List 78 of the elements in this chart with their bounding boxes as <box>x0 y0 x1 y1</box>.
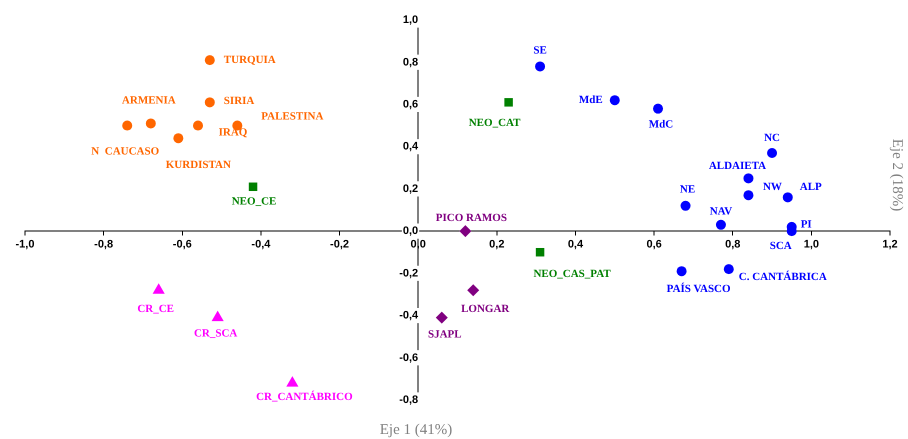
point <box>146 118 156 128</box>
x-axis-title: Eje 1 (41%) <box>380 422 452 438</box>
point <box>193 120 203 131</box>
x-tick-label: 0,4 <box>568 238 584 251</box>
point <box>152 283 165 294</box>
data-label: LONGAR <box>461 303 510 316</box>
data-label: SJAPL <box>428 328 462 341</box>
x-tick-label: 1,0 <box>804 238 820 251</box>
x-tick-label: -1,0 <box>16 238 34 251</box>
point <box>716 220 726 230</box>
data-label: CR_SCA <box>194 328 238 340</box>
point <box>204 55 215 66</box>
point <box>676 266 687 276</box>
point <box>248 182 258 192</box>
data-label: C. CANTÁBRICA <box>738 270 827 283</box>
point <box>536 248 544 256</box>
data-label: NE <box>680 184 696 196</box>
data-label: PICO RAMOS <box>436 212 507 224</box>
x-tick-label: 1,2 <box>882 238 898 251</box>
x-tick-label: 0,6 <box>646 238 662 251</box>
point <box>504 98 513 107</box>
point <box>782 192 793 202</box>
data-label: ALDAIETA <box>708 160 766 172</box>
data-label: IRAQ <box>218 126 248 138</box>
data-label: SCA <box>770 240 792 252</box>
point <box>122 120 132 131</box>
data-label: PAÍS VASCO <box>666 282 731 296</box>
x-tick-label: -0,8 <box>94 238 114 251</box>
point <box>724 264 734 274</box>
data-label: ALP <box>800 181 822 194</box>
y-tick-label: 0,0 <box>402 225 418 238</box>
data-label: PI <box>800 218 812 231</box>
data-label: KURDISTAN <box>166 159 231 172</box>
point <box>535 61 546 72</box>
data-label: CR_CE <box>137 303 174 316</box>
y-tick-label: 0,2 <box>402 182 418 195</box>
data-label: NW <box>762 181 782 194</box>
point <box>610 95 620 106</box>
point <box>212 310 224 322</box>
data-label: PALESTINA <box>261 110 324 122</box>
point <box>286 376 298 387</box>
data-label: NAV <box>710 206 732 218</box>
data-label: NC <box>764 132 780 144</box>
x-tick-label: -0,4 <box>251 238 272 251</box>
data-label: MdE <box>578 94 603 106</box>
y-tick-label: 1,0 <box>402 14 418 26</box>
point <box>467 284 480 296</box>
x-tick-label: -0,6 <box>172 238 192 251</box>
data-label: ARMENIA <box>122 94 176 106</box>
point <box>459 225 472 238</box>
y-tick-label: 0,8 <box>402 56 418 68</box>
data-label: TURQUIA <box>224 54 276 66</box>
data-label: N CAUCASO <box>91 145 160 158</box>
data-label: CR_CANTÁBRICO <box>256 390 354 403</box>
y-tick-label: 0,6 <box>402 98 418 110</box>
y-tick-label: -0,4 <box>399 310 420 322</box>
data-label: NEO_CAS_PAT <box>533 268 612 280</box>
x-tick-label: -0,2 <box>330 238 350 251</box>
x-tick-label: 0,2 <box>489 238 504 251</box>
point <box>767 148 778 158</box>
y-tick-label: -0,2 <box>399 267 418 280</box>
point <box>173 133 184 144</box>
data-label: NEO_CAT <box>468 117 522 130</box>
point <box>680 200 691 211</box>
data-label: SIRIA <box>224 95 254 108</box>
y-tick-label: -0,8 <box>399 394 418 406</box>
y-tick-label: 0,4 <box>402 140 420 153</box>
point <box>436 312 448 324</box>
y-tick-label: -0,6 <box>399 352 418 364</box>
point <box>743 190 754 200</box>
data-label: SE <box>533 44 547 56</box>
x-tick-label: 0,8 <box>725 238 740 251</box>
point <box>743 173 754 184</box>
y-axis-title: Eje 2 (18%) <box>889 138 906 212</box>
point <box>204 97 215 108</box>
data-label: NEO_CE <box>232 196 276 208</box>
data-label: MdC <box>648 118 674 131</box>
point <box>653 104 664 114</box>
